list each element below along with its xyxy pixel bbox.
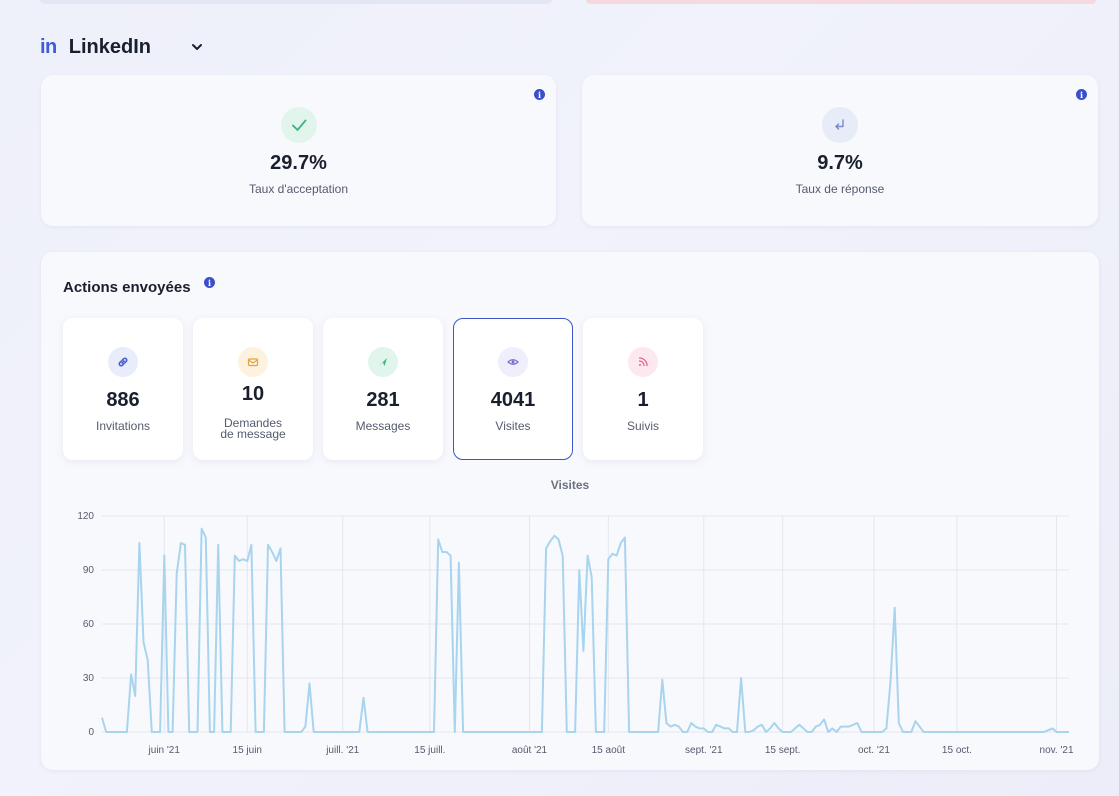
visits-chart-svg: Visites 0 30 60 90 120 juin '21 15 juin juill. '… <box>77 478 1074 756</box>
stat-label: Demandes de message <box>194 416 312 441</box>
x-tick-label: 15 oct. <box>942 745 972 756</box>
y-tick-label: 30 <box>83 673 95 684</box>
check-icon <box>280 107 317 143</box>
stat-label: Messages <box>355 419 411 433</box>
stat-value: 886 <box>106 389 140 411</box>
section-title: LinkedIn <box>68 35 152 58</box>
y-tick-label: 0 <box>88 727 94 738</box>
actions-sent-panel: Actions envoyées i 886 Invitations 10 De… <box>41 252 1099 770</box>
linkedin-icon: in <box>40 35 57 58</box>
reply-arrow-icon <box>822 107 858 143</box>
x-tick-label: 15 août <box>592 745 626 756</box>
info-icon[interactable]: i <box>1076 89 1087 100</box>
top-card-edge-left <box>40 0 552 4</box>
chart-title: Visites <box>551 478 590 492</box>
envelope-icon <box>238 347 268 377</box>
chevron-down-icon[interactable] <box>191 41 203 53</box>
x-tick-label: 15 juill. <box>414 745 445 756</box>
stat-label-line: Demandes <box>223 416 283 430</box>
y-tick-label: 120 <box>77 511 94 522</box>
x-tick-label: juill. '21 <box>325 745 359 756</box>
x-tick-label: 15 juin <box>233 745 262 756</box>
stat-value: 281 <box>366 389 400 411</box>
stat-card-message-requests[interactable]: 10 Demandes de message <box>193 318 313 460</box>
acceptance-rate-card: i 29.7% Taux d'acceptation <box>41 75 556 226</box>
actions-title: Actions envoyées <box>63 279 191 296</box>
visits-chart: Visites 0 30 60 90 120 juin '21 15 juin juill. '… <box>41 472 1099 770</box>
eye-icon <box>498 347 528 377</box>
stat-card-messages[interactable]: 281 Messages <box>323 318 443 460</box>
x-tick-label: août '21 <box>512 745 548 756</box>
stat-value: 1 <box>637 389 649 411</box>
top-card-edge-right <box>586 0 1096 4</box>
stat-label: Suivis <box>626 419 659 433</box>
visits-series-line <box>101 527 1069 733</box>
info-icon[interactable]: i <box>204 277 215 288</box>
info-icon[interactable]: i <box>534 89 545 100</box>
y-tick-label: 90 <box>83 565 95 576</box>
acceptance-rate-value: 29.7% <box>270 152 327 174</box>
response-rate-card: i 9.7% Taux de réponse <box>582 75 1098 226</box>
x-tick-label: juin '21 <box>148 745 181 756</box>
x-tick-label: 15 sept. <box>765 745 801 756</box>
response-rate-label: Taux de réponse <box>795 182 885 196</box>
x-tick-label: nov. '21 <box>1040 745 1074 756</box>
rss-icon <box>628 347 658 377</box>
x-tick-label: oct. '21 <box>858 745 890 756</box>
link-icon <box>108 347 138 377</box>
response-rate-value: 9.7% <box>817 152 863 174</box>
send-icon <box>368 347 398 377</box>
stat-card-invitations[interactable]: 886 Invitations <box>63 318 183 460</box>
linkedin-section-header[interactable]: in LinkedIn <box>40 34 203 60</box>
stat-label-line: de message <box>220 427 286 441</box>
stat-value: 10 <box>241 383 265 405</box>
stat-label: Invitations <box>95 419 151 433</box>
stat-value: 4041 <box>490 389 536 411</box>
y-tick-label: 60 <box>83 619 95 630</box>
stat-card-visits[interactable]: 4041 Visites <box>453 318 573 460</box>
acceptance-rate-label: Taux d'acceptation <box>248 182 349 196</box>
stat-label: Visites <box>495 419 531 433</box>
x-tick-label: sept. '21 <box>685 745 723 756</box>
stat-card-follows[interactable]: 1 Suivis <box>583 318 703 460</box>
